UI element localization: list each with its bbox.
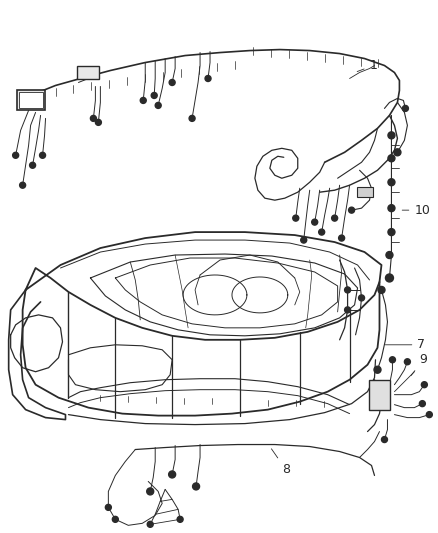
Circle shape (419, 401, 425, 407)
Circle shape (151, 92, 157, 99)
Circle shape (95, 119, 101, 125)
Circle shape (381, 437, 388, 442)
Circle shape (404, 359, 410, 365)
Circle shape (106, 504, 111, 511)
Circle shape (13, 152, 19, 158)
Circle shape (332, 215, 338, 221)
Circle shape (426, 411, 432, 417)
Circle shape (385, 274, 393, 282)
Circle shape (345, 287, 350, 293)
Circle shape (147, 488, 154, 495)
Circle shape (205, 76, 211, 82)
Circle shape (155, 102, 161, 108)
Circle shape (20, 182, 25, 188)
Circle shape (301, 237, 307, 243)
Circle shape (394, 149, 401, 156)
Circle shape (193, 483, 200, 490)
Circle shape (388, 179, 395, 185)
Circle shape (374, 366, 381, 373)
Circle shape (389, 357, 396, 363)
Circle shape (30, 162, 35, 168)
Circle shape (345, 307, 350, 313)
Circle shape (319, 229, 325, 235)
Circle shape (403, 106, 408, 111)
Text: 9: 9 (411, 353, 427, 376)
Circle shape (349, 207, 355, 213)
Circle shape (90, 116, 96, 122)
Circle shape (169, 471, 176, 478)
Text: 7: 7 (385, 338, 425, 351)
Bar (78, 66, 99, 79)
Circle shape (147, 521, 153, 527)
Circle shape (339, 235, 345, 241)
Circle shape (140, 98, 146, 103)
Circle shape (386, 252, 393, 259)
Circle shape (421, 382, 427, 387)
Bar (17, 91, 45, 110)
Text: 1: 1 (357, 59, 378, 72)
Circle shape (112, 516, 118, 522)
Circle shape (169, 79, 175, 85)
Circle shape (378, 286, 385, 294)
Bar (357, 187, 372, 197)
Circle shape (189, 116, 195, 122)
Circle shape (177, 516, 183, 522)
Circle shape (293, 215, 299, 221)
Circle shape (388, 205, 395, 212)
Circle shape (359, 295, 364, 301)
Text: 8: 8 (272, 449, 290, 476)
Circle shape (388, 155, 395, 162)
Bar (368, 379, 390, 410)
Circle shape (39, 152, 46, 158)
Circle shape (388, 229, 395, 236)
Bar (19, 92, 42, 108)
Text: 10: 10 (402, 204, 430, 216)
Circle shape (312, 219, 318, 225)
Circle shape (388, 132, 395, 139)
